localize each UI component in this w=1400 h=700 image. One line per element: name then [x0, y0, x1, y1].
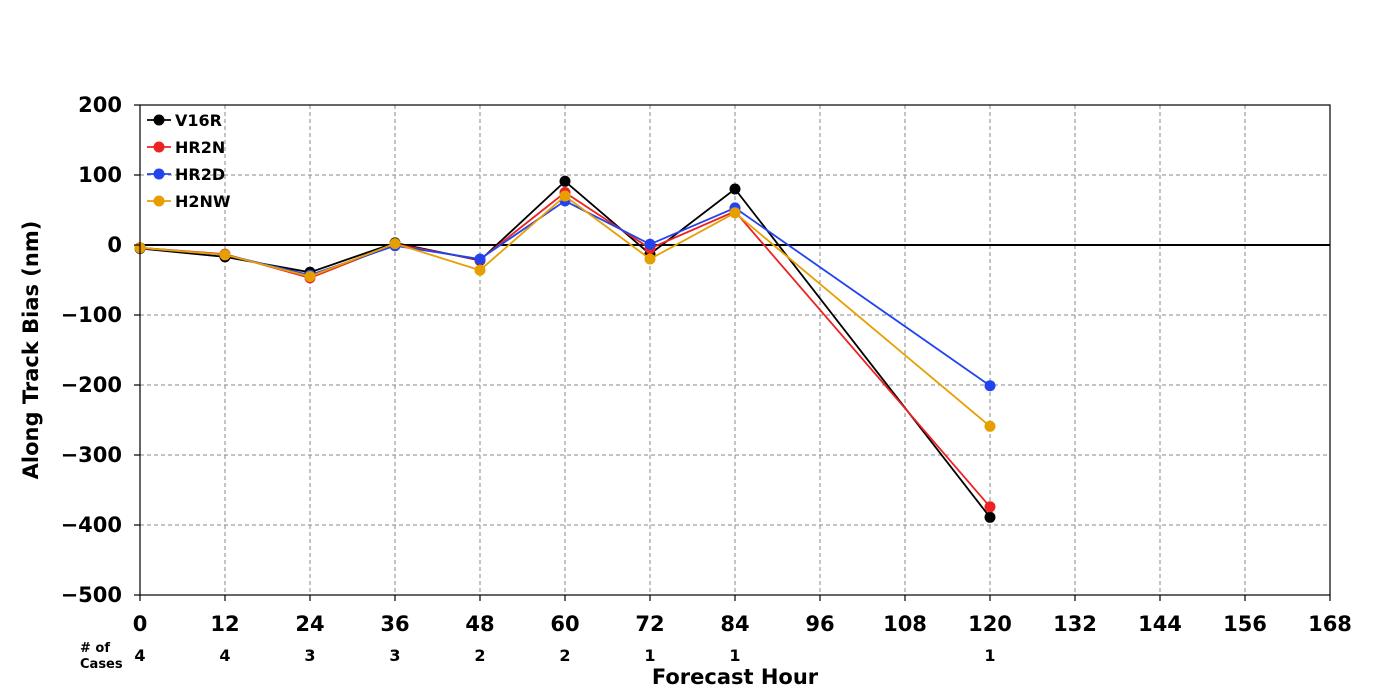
cases-label-line1: # of [80, 641, 110, 656]
y-axis-title: Along Track Bias (nm) [19, 221, 43, 480]
x-tick-label: 36 [380, 612, 409, 636]
legend-label: V16R [175, 111, 222, 130]
y-tick-label: −500 [61, 583, 122, 607]
legend-item-v16r: V16R [147, 111, 222, 130]
legend-swatch-marker [153, 168, 165, 180]
data-point-h2nw [474, 264, 486, 276]
cases-value: 2 [559, 646, 570, 665]
x-tick-label: 144 [1138, 612, 1182, 636]
data-point-v16r [729, 183, 741, 195]
data-point-h2nw [559, 190, 571, 202]
data-point-hr2d [474, 253, 486, 265]
x-tick-label: 168 [1308, 612, 1352, 636]
series-h2nw [134, 190, 996, 432]
cases-value: 1 [729, 646, 740, 665]
data-point-hr2n [984, 501, 996, 513]
y-tick-label: −300 [61, 443, 122, 467]
data-point-v16r [559, 175, 571, 187]
cases-value: 1 [644, 646, 655, 665]
data-point-hr2d [984, 380, 996, 392]
legend-label: HR2D [175, 165, 225, 184]
legend-item-hr2n: HR2N [147, 138, 225, 157]
legend-item-hr2d: HR2D [147, 165, 225, 184]
cases-value: 3 [389, 646, 400, 665]
cases-label-line2: Cases [80, 657, 123, 672]
legend-item-h2nw: H2NW [147, 192, 231, 211]
x-tick-label: 120 [968, 612, 1012, 636]
legend-swatch-marker [153, 114, 165, 126]
x-tick-label: 24 [295, 612, 324, 636]
x-tick-label: 156 [1223, 612, 1267, 636]
x-tick-label: 0 [133, 612, 148, 636]
x-tick-label: 72 [635, 612, 664, 636]
data-point-h2nw [389, 238, 401, 250]
y-axis-ticks: 200 100 0 −100 −200 −300 −400 −500 [61, 93, 140, 607]
legend: V16R HR2N HR2D H2NW [147, 111, 231, 211]
data-point-h2nw [644, 253, 656, 265]
cases-value: 4 [134, 646, 145, 665]
x-tick-label: 84 [720, 612, 749, 636]
x-tick-label: 60 [550, 612, 579, 636]
series-layer [134, 175, 996, 523]
cases-value: 1 [984, 646, 995, 665]
cases-value: 3 [304, 646, 315, 665]
data-point-v16r [984, 511, 996, 523]
data-point-h2nw [984, 420, 996, 432]
data-point-h2nw [729, 207, 741, 219]
data-point-h2nw [304, 271, 316, 282]
x-tick-label: 96 [805, 612, 834, 636]
y-tick-label: 100 [78, 163, 122, 187]
y-tick-label: −100 [61, 303, 122, 327]
data-point-h2nw [219, 249, 231, 261]
x-tick-label: 108 [883, 612, 927, 636]
legend-swatch-marker [153, 141, 165, 153]
data-point-hr2d [644, 238, 656, 250]
x-axis-title: Forecast Hour [652, 665, 819, 689]
legend-swatch-marker [153, 195, 165, 207]
x-tick-label: 12 [210, 612, 239, 636]
x-axis-ticks: 0 12 24 36 48 60 72 84 96 108 120 132 144 156 168 [133, 595, 1352, 636]
y-tick-label: 0 [107, 233, 122, 257]
legend-label: HR2N [175, 138, 225, 157]
y-tick-label: −200 [61, 373, 122, 397]
cases-values: 4 4 3 3 2 2 1 1 1 [134, 646, 995, 665]
cases-value: 4 [219, 646, 230, 665]
cases-value: 2 [474, 646, 485, 665]
x-tick-label: 48 [465, 612, 494, 636]
legend-label: H2NW [175, 192, 231, 211]
x-tick-label: 132 [1053, 612, 1097, 636]
y-tick-label: 200 [78, 93, 122, 117]
grid-lines [140, 105, 1330, 595]
y-tick-label: −400 [61, 513, 122, 537]
